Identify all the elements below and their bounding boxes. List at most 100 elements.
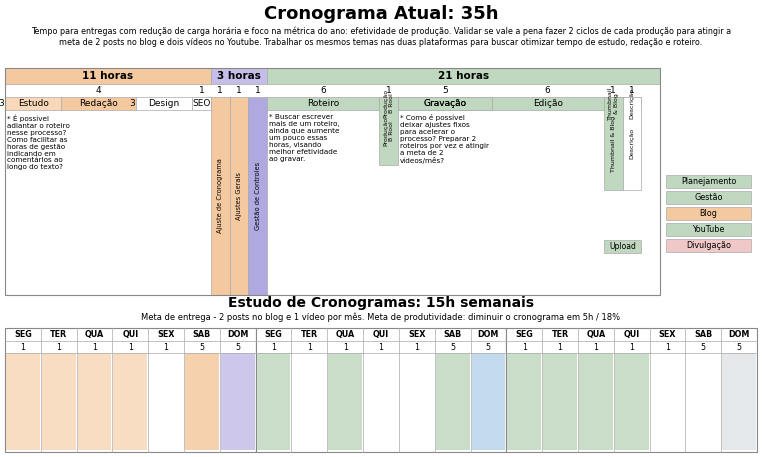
Text: 1: 1 xyxy=(415,342,419,351)
Text: Thumbnail
& Blog: Thumbnail & Blog xyxy=(608,87,619,120)
Text: SEX: SEX xyxy=(408,330,425,339)
Text: 1: 1 xyxy=(379,342,383,351)
Text: 1: 1 xyxy=(558,342,562,351)
Text: SAB: SAB xyxy=(193,330,211,339)
Bar xyxy=(61,97,136,110)
Text: QUI: QUI xyxy=(122,330,139,339)
Text: 5: 5 xyxy=(200,342,204,351)
Text: SEG: SEG xyxy=(14,330,32,339)
Text: SEX: SEX xyxy=(659,330,676,339)
Text: 4: 4 xyxy=(96,86,101,95)
Text: Ajustes Gerais: Ajustes Gerais xyxy=(236,172,242,220)
Bar xyxy=(192,97,211,110)
Text: QUI: QUI xyxy=(623,330,640,339)
Bar xyxy=(5,68,211,84)
Bar xyxy=(666,223,751,236)
Text: QUA: QUA xyxy=(586,330,606,339)
Text: 1: 1 xyxy=(522,342,527,351)
Text: QUA: QUA xyxy=(85,330,104,339)
Bar xyxy=(543,353,577,450)
Text: Produção
B Rool: Produção B Rool xyxy=(383,117,394,146)
Text: Estudo: Estudo xyxy=(18,99,49,108)
Bar xyxy=(398,97,491,110)
Text: Descrição: Descrição xyxy=(629,128,635,159)
Text: 1: 1 xyxy=(271,342,276,351)
Bar xyxy=(379,97,398,110)
Text: Blog: Blog xyxy=(700,209,718,218)
Text: 1: 1 xyxy=(56,342,61,351)
Text: Cronograma Atual: 35h: Cronograma Atual: 35h xyxy=(264,5,498,23)
Text: SEO: SEO xyxy=(192,99,210,108)
Bar xyxy=(604,97,623,190)
Text: 1: 1 xyxy=(629,342,634,351)
Bar xyxy=(267,97,379,110)
Text: 1: 1 xyxy=(610,86,616,95)
Bar xyxy=(507,353,541,450)
Text: 11 horas: 11 horas xyxy=(82,71,133,81)
Bar xyxy=(579,353,613,450)
Text: Ajuste de Cronograma: Ajuste de Cronograma xyxy=(217,159,223,234)
Bar xyxy=(248,97,267,295)
Bar xyxy=(623,97,642,190)
Text: Gravação: Gravação xyxy=(423,99,466,108)
Text: 1: 1 xyxy=(665,342,670,351)
Bar xyxy=(5,328,256,452)
Bar xyxy=(491,97,604,110)
Text: 1: 1 xyxy=(594,342,598,351)
Text: 3: 3 xyxy=(130,99,135,108)
Text: Meta de entrega - 2 posts no blog e 1 vídeo por mês. Meta de produtividade: dimi: Meta de entrega - 2 posts no blog e 1 ví… xyxy=(142,312,620,322)
Text: DOM: DOM xyxy=(478,330,499,339)
Text: QUA: QUA xyxy=(335,330,355,339)
Text: Design: Design xyxy=(149,99,180,108)
Text: TER: TER xyxy=(50,330,67,339)
Bar xyxy=(5,68,660,295)
Text: 5: 5 xyxy=(701,342,706,351)
Text: Gestão de Controles: Gestão de Controles xyxy=(255,162,261,230)
Text: * Como é possível
deixar ajustes fixos
para acelerar o
processo? Preparar 2
rote: * Como é possível deixar ajustes fixos p… xyxy=(400,114,489,164)
Text: 6: 6 xyxy=(545,86,551,95)
Bar xyxy=(398,97,491,110)
Text: Gestão: Gestão xyxy=(694,193,722,202)
Text: Divulgação: Divulgação xyxy=(686,241,731,250)
Bar xyxy=(472,353,505,450)
Text: QUI: QUI xyxy=(373,330,389,339)
Text: 1: 1 xyxy=(343,342,347,351)
Bar xyxy=(666,175,751,188)
Bar xyxy=(256,328,506,452)
Text: TER: TER xyxy=(552,330,568,339)
Bar xyxy=(211,68,267,84)
Text: SEX: SEX xyxy=(158,330,174,339)
Text: 1: 1 xyxy=(199,86,204,95)
Text: SEG: SEG xyxy=(264,330,283,339)
Bar xyxy=(666,207,751,220)
Bar xyxy=(328,353,362,450)
Text: YouTube: YouTube xyxy=(693,225,725,234)
Text: Tempo para entregas com redução de carga horária e foco na métrica do ano: efeti: Tempo para entregas com redução de carga… xyxy=(31,26,731,47)
Text: 5: 5 xyxy=(486,342,491,351)
Text: Upload: Upload xyxy=(609,242,636,251)
Text: SAB: SAB xyxy=(694,330,712,339)
Text: Descrição: Descrição xyxy=(629,88,635,119)
Text: Edição: Edição xyxy=(533,99,562,108)
Text: 1: 1 xyxy=(307,342,312,351)
Bar xyxy=(666,191,751,204)
Text: 5: 5 xyxy=(442,86,447,95)
Text: * Buscar escrever
mais de um roteiro,
ainda que aumente
um pouco essas
horas, vi: * Buscar escrever mais de um roteiro, ai… xyxy=(269,114,340,162)
Bar xyxy=(604,240,642,253)
Bar xyxy=(623,97,642,110)
Text: SAB: SAB xyxy=(443,330,462,339)
Text: DOM: DOM xyxy=(728,330,750,339)
Bar xyxy=(5,97,61,110)
Bar xyxy=(6,353,40,450)
Text: 1: 1 xyxy=(92,342,97,351)
Text: 1: 1 xyxy=(236,86,242,95)
Text: 1: 1 xyxy=(255,86,261,95)
Text: SEG: SEG xyxy=(515,330,533,339)
Bar xyxy=(42,353,75,450)
Bar xyxy=(185,353,219,450)
Text: DOM: DOM xyxy=(227,330,248,339)
Bar xyxy=(722,353,756,450)
Bar xyxy=(666,239,751,252)
Text: 3: 3 xyxy=(0,99,4,108)
Bar xyxy=(221,353,255,450)
